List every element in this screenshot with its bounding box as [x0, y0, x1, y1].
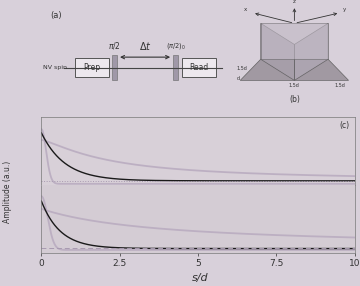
Text: 1.5d: 1.5d [237, 66, 247, 71]
FancyBboxPatch shape [112, 55, 117, 80]
Text: $\Delta t$: $\Delta t$ [139, 40, 152, 52]
Polygon shape [261, 23, 328, 59]
Text: Prep: Prep [83, 63, 100, 72]
Text: d: d [237, 76, 240, 82]
Text: Read: Read [189, 63, 209, 72]
FancyBboxPatch shape [173, 55, 178, 80]
Text: 1.5d: 1.5d [289, 83, 300, 88]
Polygon shape [294, 23, 328, 80]
Text: (a): (a) [51, 11, 62, 20]
Text: z: z [293, 0, 296, 4]
Text: $\pi/2$: $\pi/2$ [108, 40, 121, 51]
FancyBboxPatch shape [75, 58, 109, 77]
Text: NV spin: NV spin [43, 65, 67, 70]
FancyBboxPatch shape [182, 58, 216, 77]
Text: Amplitude (a.u.): Amplitude (a.u.) [3, 161, 12, 223]
Text: (b): (b) [289, 95, 300, 104]
Polygon shape [261, 23, 294, 80]
Text: x: x [244, 7, 247, 12]
Polygon shape [240, 59, 348, 80]
Text: $(\pi/2)_0$: $(\pi/2)_0$ [166, 41, 186, 51]
Text: s/d: s/d [192, 273, 208, 283]
Text: (c): (c) [340, 121, 350, 130]
Text: 1.5d: 1.5d [335, 83, 346, 88]
Text: y: y [343, 7, 346, 12]
